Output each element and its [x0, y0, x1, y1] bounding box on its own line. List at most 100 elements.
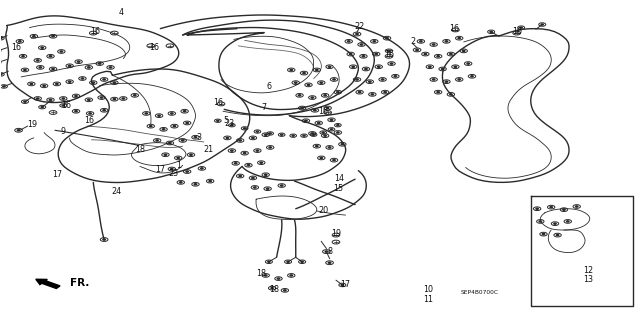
- Circle shape: [445, 81, 447, 82]
- Circle shape: [244, 128, 246, 129]
- Text: SEP4B0700C: SEP4B0700C: [461, 290, 499, 295]
- Circle shape: [542, 234, 545, 235]
- Circle shape: [330, 119, 333, 120]
- Circle shape: [145, 113, 147, 114]
- Text: FR.: FR.: [70, 278, 89, 288]
- Circle shape: [328, 147, 331, 148]
- Text: 24: 24: [112, 187, 122, 196]
- Circle shape: [563, 209, 565, 210]
- Circle shape: [358, 92, 361, 93]
- Circle shape: [326, 108, 329, 109]
- Circle shape: [266, 188, 269, 189]
- Circle shape: [17, 130, 20, 131]
- Circle shape: [3, 86, 5, 87]
- Circle shape: [381, 79, 384, 80]
- Circle shape: [56, 83, 58, 85]
- Circle shape: [356, 33, 358, 35]
- Text: 16: 16: [11, 43, 21, 52]
- Circle shape: [24, 69, 26, 70]
- Text: 2: 2: [410, 38, 415, 47]
- Circle shape: [113, 99, 116, 100]
- Circle shape: [68, 65, 71, 66]
- Circle shape: [184, 111, 186, 112]
- Text: 16: 16: [449, 24, 459, 33]
- Circle shape: [429, 66, 431, 67]
- Circle shape: [52, 36, 54, 37]
- Circle shape: [386, 38, 388, 39]
- Text: 8: 8: [328, 247, 333, 256]
- Text: 16: 16: [213, 98, 223, 107]
- Text: 16: 16: [61, 101, 71, 110]
- Circle shape: [41, 107, 44, 108]
- Circle shape: [171, 113, 173, 114]
- Circle shape: [454, 66, 456, 67]
- Circle shape: [103, 110, 106, 111]
- Circle shape: [190, 154, 192, 155]
- Circle shape: [520, 27, 522, 28]
- Text: 12: 12: [583, 265, 593, 275]
- Circle shape: [312, 134, 315, 135]
- Circle shape: [173, 126, 175, 127]
- Text: 13: 13: [583, 275, 593, 284]
- Circle shape: [49, 99, 52, 100]
- Circle shape: [433, 79, 435, 80]
- Circle shape: [294, 82, 297, 83]
- Circle shape: [150, 126, 152, 127]
- Text: 7: 7: [261, 103, 266, 112]
- Circle shape: [390, 63, 393, 64]
- Circle shape: [186, 171, 188, 172]
- Text: 16: 16: [149, 43, 159, 52]
- Circle shape: [416, 49, 419, 50]
- Text: 16: 16: [90, 27, 100, 36]
- Circle shape: [109, 67, 112, 68]
- Circle shape: [333, 79, 335, 80]
- Circle shape: [328, 66, 331, 67]
- Circle shape: [171, 168, 173, 170]
- Circle shape: [316, 145, 318, 147]
- Circle shape: [541, 24, 543, 25]
- Circle shape: [186, 122, 188, 123]
- Text: 4: 4: [118, 8, 124, 17]
- Circle shape: [450, 54, 452, 55]
- Circle shape: [337, 125, 339, 126]
- Text: 18: 18: [269, 285, 279, 294]
- Circle shape: [113, 82, 116, 83]
- Text: 19: 19: [331, 229, 341, 238]
- Circle shape: [450, 94, 452, 95]
- Text: 16: 16: [384, 50, 394, 59]
- Circle shape: [341, 144, 344, 145]
- Text: 3: 3: [196, 133, 201, 142]
- Circle shape: [22, 56, 24, 57]
- Circle shape: [433, 44, 435, 45]
- Circle shape: [301, 261, 303, 262]
- Circle shape: [217, 120, 219, 121]
- Circle shape: [33, 36, 35, 37]
- FancyArrow shape: [36, 279, 60, 288]
- Text: 21: 21: [203, 145, 213, 154]
- Text: 6: 6: [266, 82, 271, 91]
- Circle shape: [24, 101, 26, 102]
- Circle shape: [445, 41, 447, 42]
- Circle shape: [163, 129, 164, 130]
- Circle shape: [371, 94, 374, 95]
- Circle shape: [41, 47, 44, 48]
- Circle shape: [158, 115, 160, 116]
- Circle shape: [471, 76, 473, 77]
- Circle shape: [201, 168, 203, 169]
- Circle shape: [333, 160, 335, 161]
- Text: 17: 17: [52, 170, 62, 179]
- Circle shape: [311, 97, 314, 98]
- Circle shape: [458, 79, 460, 80]
- Circle shape: [239, 140, 241, 141]
- Circle shape: [39, 67, 42, 68]
- Circle shape: [305, 120, 307, 121]
- Circle shape: [264, 134, 267, 135]
- Circle shape: [134, 95, 136, 96]
- Circle shape: [320, 82, 323, 83]
- Circle shape: [301, 108, 303, 109]
- Circle shape: [62, 98, 65, 99]
- Circle shape: [369, 81, 371, 82]
- Circle shape: [264, 174, 267, 175]
- Circle shape: [177, 157, 179, 159]
- Circle shape: [195, 137, 196, 138]
